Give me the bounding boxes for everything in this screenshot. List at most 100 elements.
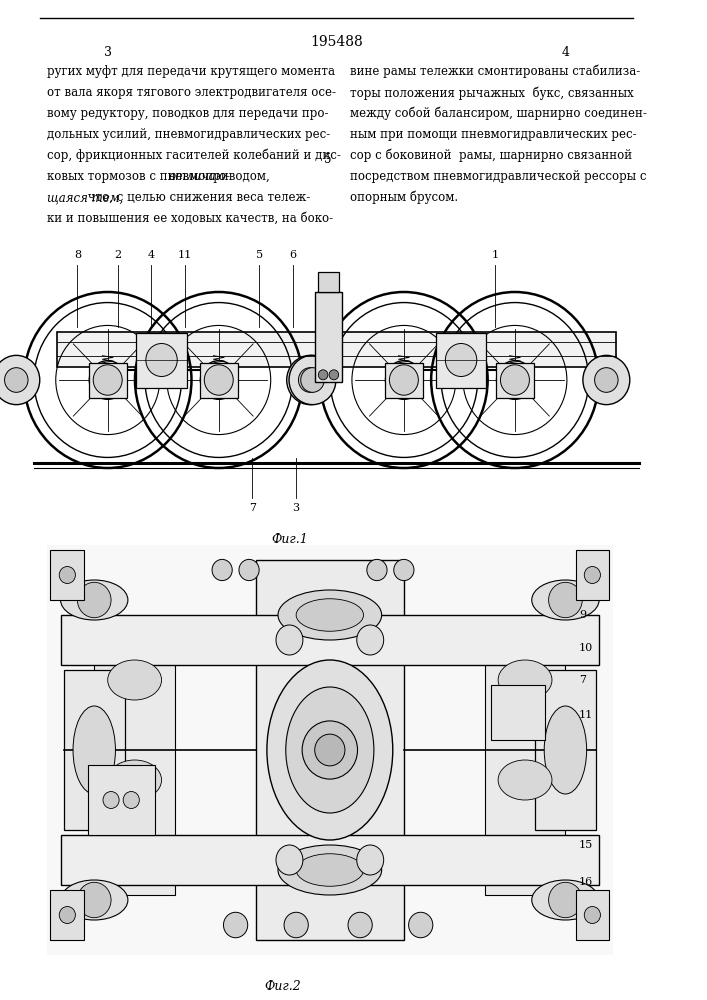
Circle shape: [284, 912, 308, 938]
Text: вому редуктору, поводков для передачи про-: вому редуктору, поводков для передачи пр…: [47, 107, 329, 120]
Circle shape: [315, 734, 345, 766]
Circle shape: [77, 882, 111, 918]
Text: вине рамы тележки смонтированы стабилиза-: вине рамы тележки смонтированы стабилиза…: [350, 65, 641, 79]
Ellipse shape: [73, 706, 115, 794]
Bar: [575, 550, 609, 600]
Circle shape: [211, 371, 227, 389]
Text: ковых тормозов с пневмоприводом,: ковых тормозов с пневмоприводом,: [47, 170, 274, 183]
Circle shape: [583, 355, 630, 405]
Ellipse shape: [278, 845, 382, 895]
Text: сор, фрикционных гасителей колебаний и дис-: сор, фрикционных гасителей колебаний и д…: [47, 149, 341, 162]
Circle shape: [385, 361, 422, 399]
Circle shape: [204, 365, 233, 395]
Circle shape: [99, 371, 116, 389]
Circle shape: [200, 361, 238, 399]
Text: 8: 8: [74, 250, 81, 260]
Circle shape: [300, 368, 325, 392]
Ellipse shape: [107, 660, 162, 700]
Bar: [485, 645, 566, 895]
Circle shape: [223, 912, 247, 938]
Text: 5: 5: [324, 153, 332, 166]
Bar: [50, 550, 84, 600]
Text: 195488: 195488: [310, 35, 363, 49]
Bar: [50, 890, 84, 940]
Text: Фиг.1: Фиг.1: [271, 533, 308, 546]
Circle shape: [395, 371, 412, 389]
Circle shape: [298, 368, 322, 392]
Bar: [61, 615, 599, 665]
Bar: [64, 670, 124, 830]
Text: 7: 7: [249, 503, 256, 513]
Bar: [385, 362, 423, 397]
Text: сор с боковиной  рамы, шарнирно связанной: сор с боковиной рамы, шарнирно связанной: [350, 149, 632, 162]
Bar: [88, 765, 155, 835]
Text: опорным брусом.: опорным брусом.: [350, 191, 458, 205]
Circle shape: [0, 355, 40, 405]
Circle shape: [584, 907, 600, 923]
Ellipse shape: [276, 625, 303, 655]
Text: 10: 10: [579, 643, 593, 653]
Circle shape: [59, 567, 76, 583]
Text: 11: 11: [178, 250, 192, 260]
Text: ки и повышения ее ходовых качеств, на боко-: ки и повышения ее ходовых качеств, на бо…: [47, 212, 333, 225]
Text: 4: 4: [148, 250, 155, 260]
Text: что, с целью снижения веса тележ-: что, с целью снижения веса тележ-: [83, 191, 310, 204]
Circle shape: [212, 559, 232, 581]
Circle shape: [549, 882, 583, 918]
Bar: [136, 332, 187, 387]
Circle shape: [348, 912, 373, 938]
Text: 9: 9: [579, 610, 586, 620]
Ellipse shape: [267, 660, 393, 840]
Text: отличаю-: отличаю-: [168, 170, 230, 183]
Circle shape: [409, 912, 433, 938]
Text: дольных усилий, пневмогидравлических рес-: дольных усилий, пневмогидравлических рес…: [47, 128, 330, 141]
Ellipse shape: [276, 845, 303, 875]
Text: 2: 2: [115, 250, 122, 260]
Text: посредством пневмогидравлической рессоры с: посредством пневмогидравлической рессоры…: [350, 170, 646, 183]
Circle shape: [394, 559, 414, 581]
Ellipse shape: [61, 880, 128, 920]
Text: ругих муфт для передачи крутящего момента: ругих муфт для передачи крутящего момент…: [47, 65, 335, 78]
Circle shape: [146, 344, 177, 376]
Circle shape: [584, 567, 600, 583]
Ellipse shape: [296, 599, 363, 631]
Circle shape: [390, 365, 419, 395]
Bar: [61, 835, 599, 885]
Text: между собой балансиром, шарнирно соединен-: между собой балансиром, шарнирно соедине…: [350, 107, 647, 120]
Circle shape: [329, 370, 339, 380]
Ellipse shape: [498, 660, 552, 700]
Text: 3: 3: [293, 503, 300, 513]
Circle shape: [287, 355, 334, 405]
Ellipse shape: [107, 760, 162, 800]
Text: ным при помощи пневмогидравлических рес-: ным при помощи пневмогидравлических рес-: [350, 128, 636, 141]
Ellipse shape: [544, 706, 587, 794]
Circle shape: [123, 792, 139, 808]
Circle shape: [289, 355, 336, 405]
Bar: [491, 685, 545, 740]
Text: 4: 4: [561, 45, 569, 58]
Ellipse shape: [278, 590, 382, 640]
Ellipse shape: [286, 687, 374, 813]
Ellipse shape: [532, 880, 599, 920]
Text: 1: 1: [491, 250, 498, 260]
Circle shape: [4, 368, 28, 392]
Text: от вала якоря тягового электродвигателя осе-: от вала якоря тягового электродвигателя …: [47, 86, 336, 99]
Bar: [535, 670, 596, 830]
Bar: [199, 362, 238, 397]
Bar: [575, 890, 609, 940]
Ellipse shape: [532, 580, 599, 620]
Ellipse shape: [357, 625, 384, 655]
Circle shape: [239, 559, 259, 581]
Text: 11: 11: [579, 710, 593, 720]
Text: 15: 15: [579, 840, 593, 850]
Text: 7: 7: [579, 675, 586, 685]
Ellipse shape: [357, 845, 384, 875]
Bar: [436, 332, 486, 387]
Circle shape: [501, 365, 530, 395]
Circle shape: [103, 792, 119, 808]
Text: 3: 3: [104, 45, 112, 58]
Ellipse shape: [498, 760, 552, 800]
Circle shape: [77, 582, 111, 618]
Bar: [94, 645, 175, 895]
Circle shape: [302, 721, 358, 779]
